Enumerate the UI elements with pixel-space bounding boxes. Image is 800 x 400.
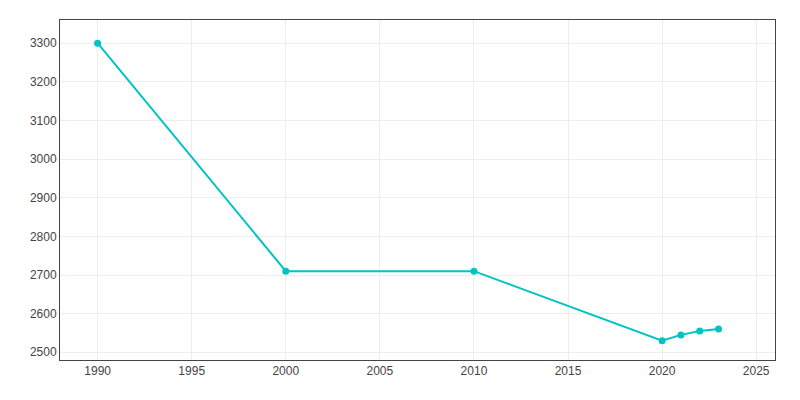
svg-text:2900: 2900 xyxy=(30,191,57,205)
svg-text:2025: 2025 xyxy=(743,364,770,378)
svg-text:3300: 3300 xyxy=(30,36,57,50)
svg-text:2005: 2005 xyxy=(367,364,394,378)
svg-text:3200: 3200 xyxy=(30,75,57,89)
svg-text:2500: 2500 xyxy=(30,345,57,359)
svg-text:1995: 1995 xyxy=(178,364,205,378)
svg-text:3000: 3000 xyxy=(30,152,57,166)
svg-text:2000: 2000 xyxy=(272,364,299,378)
svg-text:2015: 2015 xyxy=(555,364,582,378)
svg-text:2010: 2010 xyxy=(461,364,488,378)
svg-text:2020: 2020 xyxy=(649,364,676,378)
svg-text:2600: 2600 xyxy=(30,307,57,321)
svg-text:1990: 1990 xyxy=(84,364,111,378)
svg-text:2800: 2800 xyxy=(30,230,57,244)
svg-text:3100: 3100 xyxy=(30,114,57,128)
svg-text:2700: 2700 xyxy=(30,268,57,282)
